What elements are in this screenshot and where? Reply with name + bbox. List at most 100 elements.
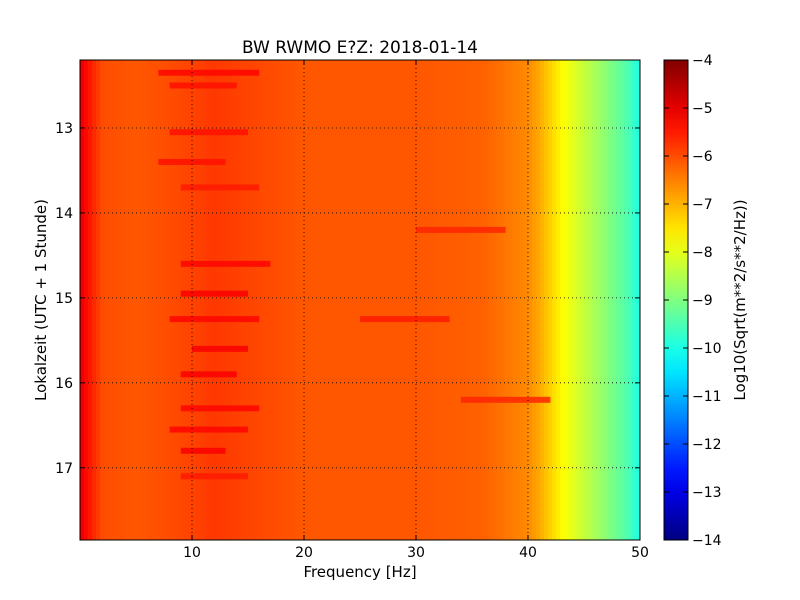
heatmap-column — [92, 60, 97, 540]
heatmap-column — [464, 60, 469, 540]
colorbar-tick-label: −10 — [692, 341, 722, 357]
y-axis-label: Lokalzeit (UTC + 1 Stunde) — [32, 199, 50, 401]
heatmap-column — [340, 60, 345, 540]
heatmap-column — [320, 60, 325, 540]
heatmap-column — [492, 60, 497, 540]
heatmap-column — [128, 60, 133, 540]
heatmap-column — [152, 60, 157, 540]
colorbar-tick-label: −12 — [692, 437, 722, 453]
heatmap-column — [140, 60, 145, 540]
heatmap-column — [592, 60, 597, 540]
x-tick-label: 40 — [519, 545, 537, 561]
heatmap-band — [180, 371, 237, 378]
heatmap-column — [192, 60, 197, 540]
heatmap-column — [112, 60, 117, 540]
heatmap-band — [169, 426, 248, 433]
heatmap-column — [260, 60, 265, 540]
heatmap-column — [532, 60, 537, 540]
heatmap-column — [172, 60, 177, 540]
heatmap-column — [632, 60, 637, 540]
heatmap-column — [612, 60, 617, 540]
chart-title: BW RWMO E?Z: 2018-01-14 — [242, 38, 478, 58]
heatmap-column — [620, 60, 625, 540]
heatmap-band — [180, 447, 226, 454]
heatmap-column — [108, 60, 113, 540]
heatmap-column — [544, 60, 549, 540]
y-tick-label: 15 — [55, 291, 73, 307]
heatmap-column — [392, 60, 397, 540]
heatmap-band — [460, 396, 551, 403]
x-axis-ticks: 10 20 30 40 50 — [183, 60, 649, 561]
heatmap-column — [444, 60, 449, 540]
heatmap-column — [496, 60, 501, 540]
heatmap-column — [628, 60, 633, 540]
heatmap-column — [480, 60, 485, 540]
heatmap-column — [500, 60, 505, 540]
heatmap-column — [136, 60, 141, 540]
heatmap-column — [600, 60, 605, 540]
heatmap-column — [324, 60, 329, 540]
heatmap-column — [368, 60, 373, 540]
heatmap-column — [576, 60, 581, 540]
heatmap-column — [312, 60, 317, 540]
heatmap-band — [360, 316, 450, 323]
heatmap-column — [228, 60, 233, 540]
x-tick-label: 50 — [631, 545, 649, 561]
heatmap-column — [488, 60, 493, 540]
heatmap-column — [536, 60, 541, 540]
heatmap-column — [460, 60, 465, 540]
colorbar-tick-label: −13 — [692, 485, 722, 501]
heatmap-column — [352, 60, 357, 540]
heatmap-column — [344, 60, 349, 540]
heatmap-column — [272, 60, 277, 540]
heatmap-column — [376, 60, 381, 540]
heatmap-column — [144, 60, 149, 540]
heatmap-column — [604, 60, 609, 540]
heatmap-column — [256, 60, 261, 540]
heatmap-column — [432, 60, 437, 540]
heatmap-column — [400, 60, 405, 540]
heatmap-column — [508, 60, 513, 540]
heatmap-band — [169, 316, 260, 323]
heatmap-band — [169, 129, 248, 136]
heatmap-column — [212, 60, 217, 540]
grid-lines — [80, 60, 640, 540]
heatmap-column — [584, 60, 589, 540]
heatmap-column — [528, 60, 533, 540]
heatmap-band — [180, 473, 248, 480]
heatmap-column — [372, 60, 377, 540]
heatmap-column — [244, 60, 249, 540]
heatmap-band — [416, 226, 506, 233]
heatmap-column — [436, 60, 441, 540]
heatmap-column — [540, 60, 545, 540]
heatmap-band — [158, 69, 260, 76]
heatmap-column — [560, 60, 565, 540]
colorbar-tick-label: −9 — [692, 293, 713, 309]
heatmap-column — [220, 60, 225, 540]
heatmap-column — [484, 60, 489, 540]
heatmap-column — [552, 60, 557, 540]
heatmap-column — [364, 60, 369, 540]
y-tick-label: 14 — [55, 206, 73, 222]
heatmap-column — [564, 60, 569, 540]
heatmap-column — [452, 60, 457, 540]
heatmap-column — [80, 60, 85, 540]
heatmap-column — [420, 60, 425, 540]
x-axis-label: Frequency [Hz] — [303, 563, 416, 581]
heatmap-column — [380, 60, 385, 540]
heatmap-column — [608, 60, 613, 540]
heatmap-column — [348, 60, 353, 540]
heatmap-column — [336, 60, 341, 540]
heatmap-column — [232, 60, 237, 540]
heatmap-column — [388, 60, 393, 540]
heatmap-column — [148, 60, 153, 540]
heatmap-column — [156, 60, 161, 540]
heatmap-column — [176, 60, 181, 540]
heatmap-column — [448, 60, 453, 540]
heatmap-column — [124, 60, 129, 540]
heatmap-column — [328, 60, 333, 540]
heatmap-column — [196, 60, 201, 540]
heatmap-bands — [158, 69, 551, 480]
heatmap-column — [424, 60, 429, 540]
heatmap-column — [120, 60, 125, 540]
